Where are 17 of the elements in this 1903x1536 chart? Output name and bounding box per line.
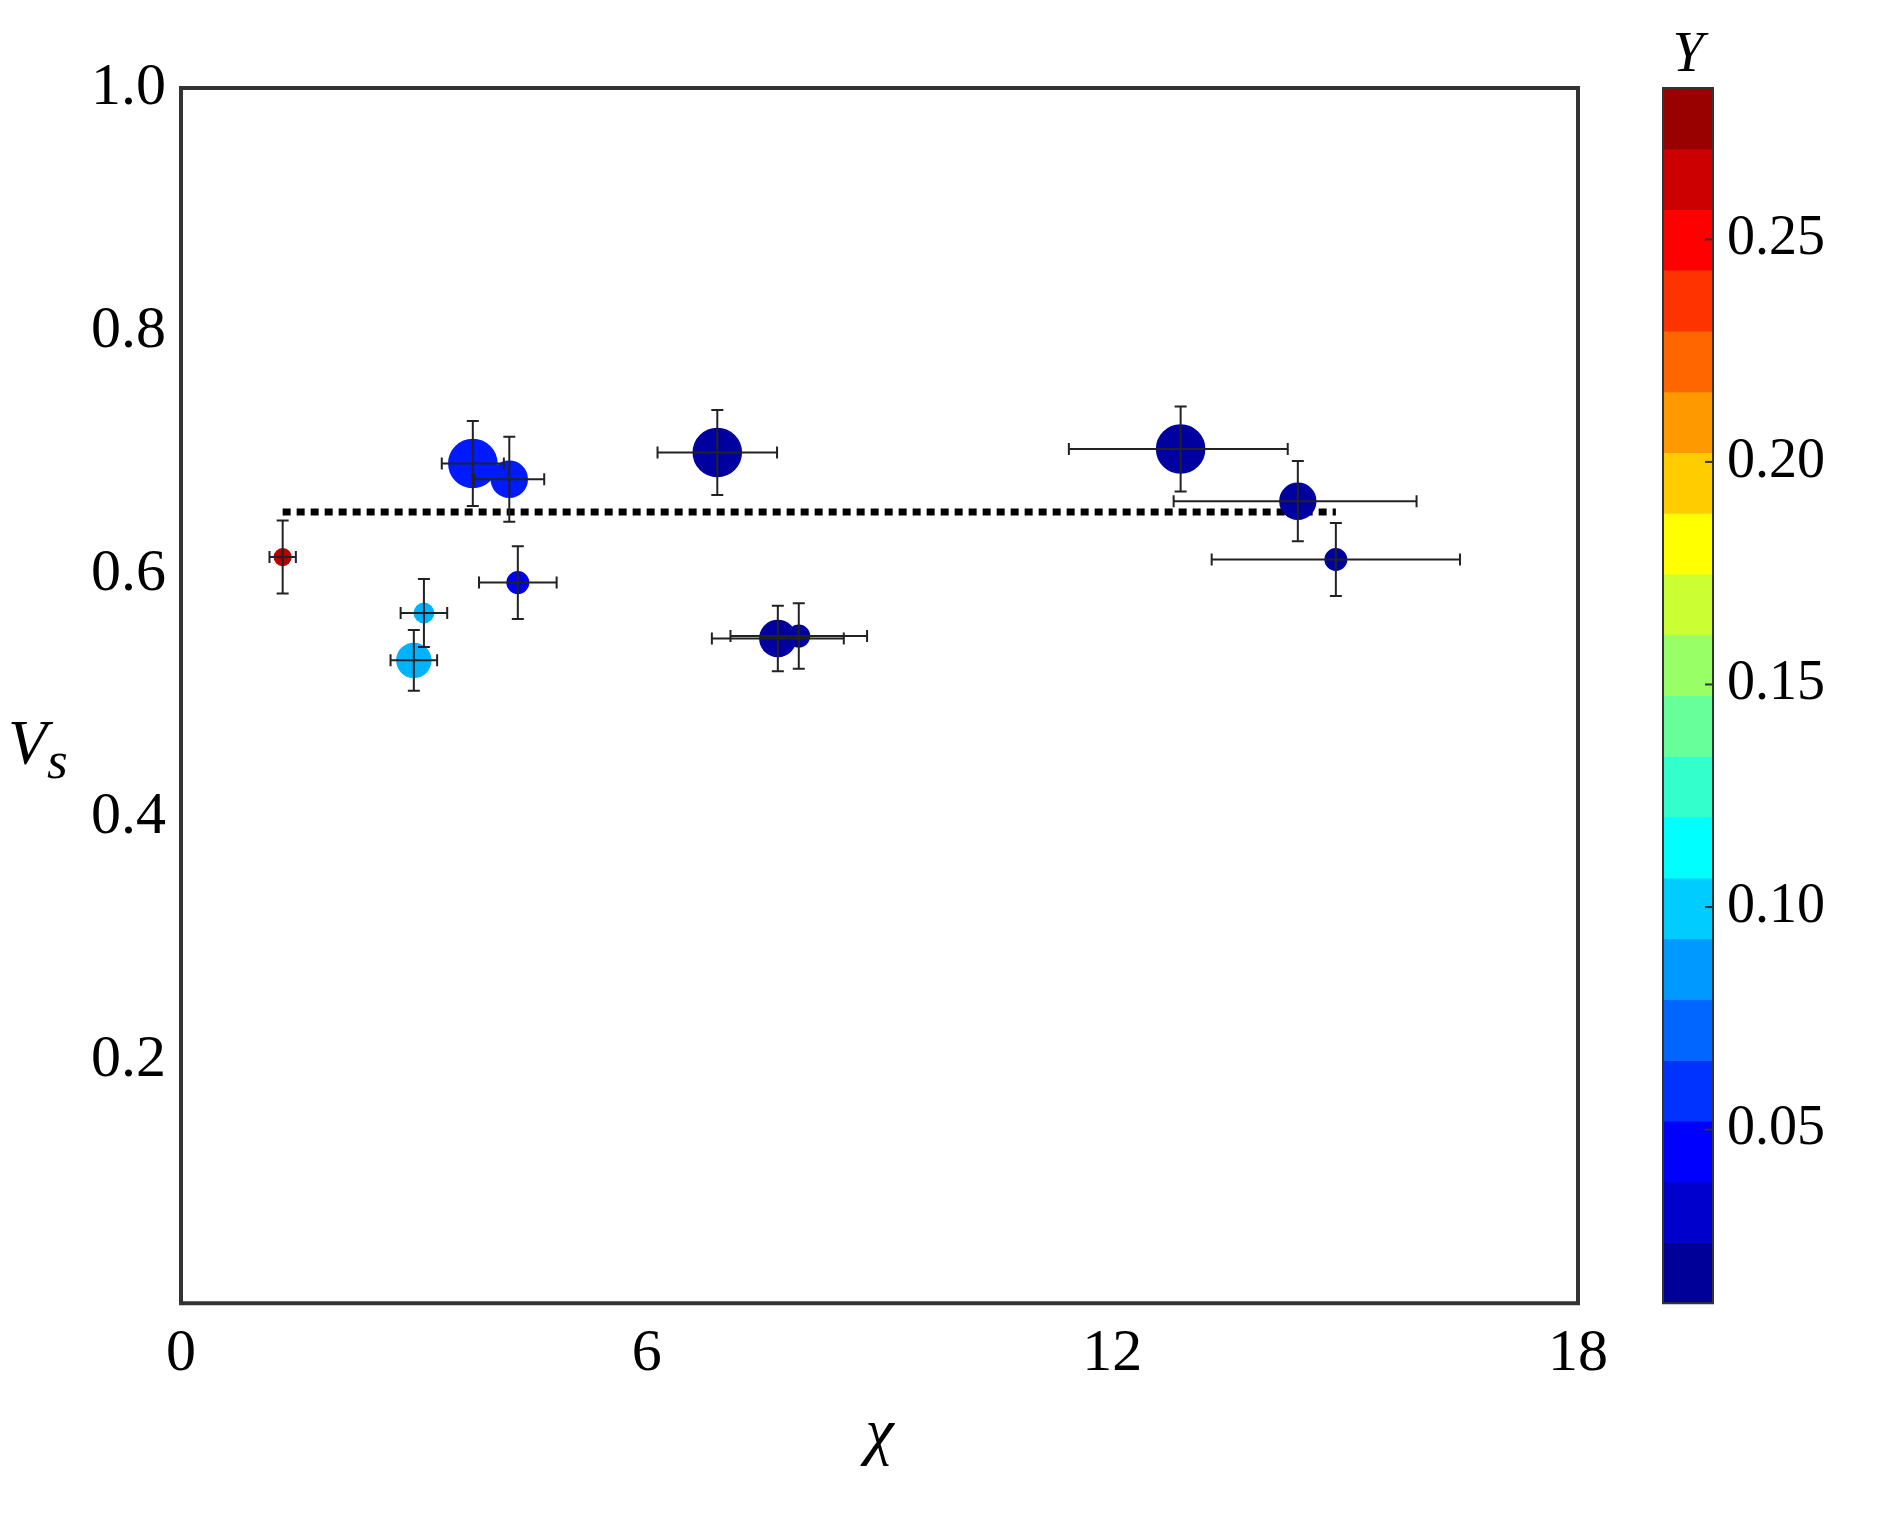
x-tick-label: 12 bbox=[1082, 1316, 1143, 1383]
y-tick-label: 0.6 bbox=[91, 536, 166, 603]
color-bar-label: 0.25 bbox=[1727, 204, 1825, 267]
y-tick-label: 0.8 bbox=[91, 293, 166, 360]
color-bar-label: 0.20 bbox=[1727, 426, 1825, 489]
x-tick-label: 6 bbox=[631, 1316, 662, 1383]
y-tick-label: 1.0 bbox=[91, 50, 166, 117]
color-bar-label: 0.10 bbox=[1727, 871, 1825, 934]
x-axis-title: χ bbox=[859, 1395, 896, 1467]
x-tick-label: 0 bbox=[166, 1316, 196, 1383]
color-bar-label: 0.05 bbox=[1727, 1094, 1825, 1157]
y-tick-label: 0.2 bbox=[91, 1022, 166, 1089]
y-axis-title: V$_{s}$ bbox=[8, 705, 69, 791]
color-bar-label: 0.15 bbox=[1727, 649, 1825, 712]
x-tick-label: 18 bbox=[1548, 1316, 1608, 1383]
y-tick-label: 0.4 bbox=[91, 779, 166, 846]
color-bar-title: Y bbox=[1672, 20, 1710, 83]
